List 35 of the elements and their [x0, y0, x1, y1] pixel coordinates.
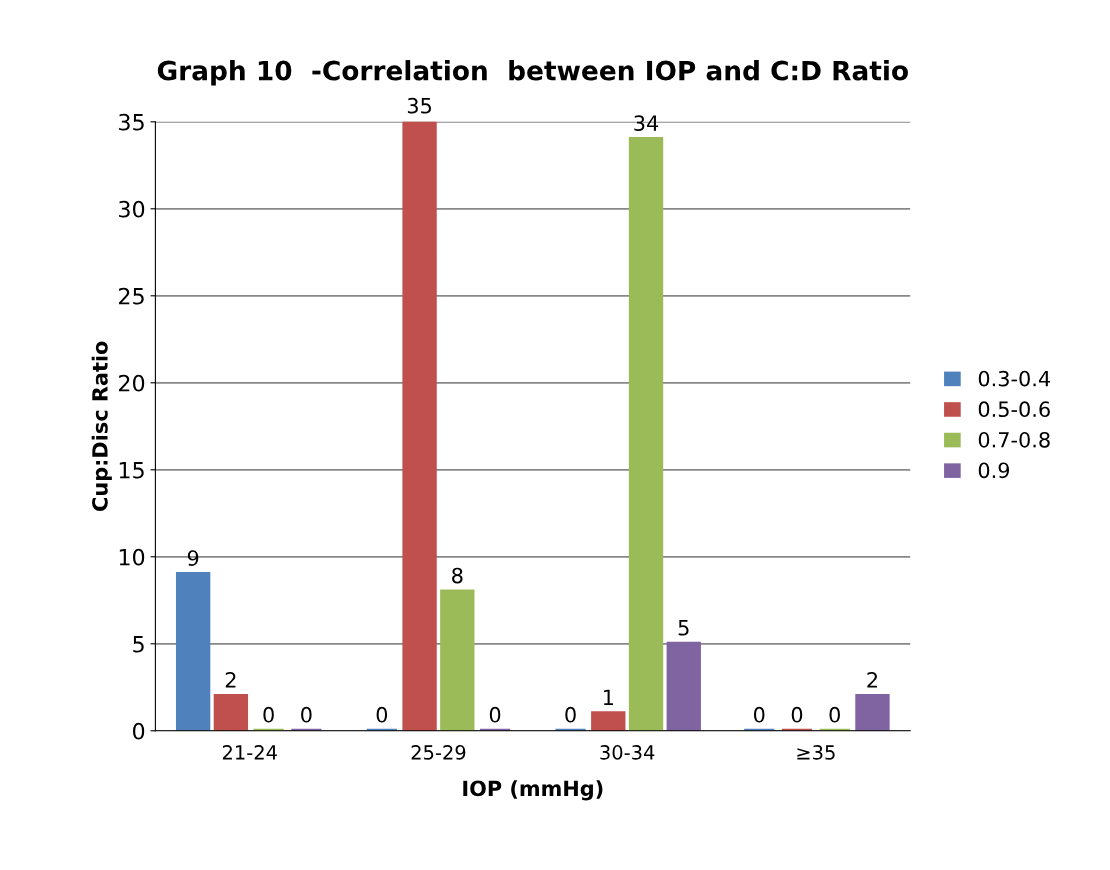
- data-label: 0: [791, 706, 803, 723]
- data-label: 34: [634, 115, 659, 131]
- data-label: 35: [407, 97, 432, 114]
- y-tick-label: 0: [133, 722, 145, 740]
- y-tick-label: 25: [119, 287, 144, 305]
- x-tick-label: 21-24: [222, 745, 277, 760]
- data-label: 0: [829, 706, 840, 723]
- data-label: 0: [301, 706, 312, 723]
- y-tick-label: 30: [119, 200, 145, 218]
- data-label: 9: [187, 550, 199, 566]
- x-tick-label: 30-34: [600, 745, 655, 760]
- y-tick-label: 20: [119, 374, 145, 392]
- data-label: 0: [489, 706, 501, 723]
- data-label: 0: [376, 706, 388, 723]
- x-tick-label: ≥35: [797, 745, 835, 760]
- y-tick-label: 15: [119, 462, 144, 479]
- data-label: 0: [753, 706, 765, 723]
- data-label: 2: [867, 672, 877, 688]
- data-label: 5: [678, 620, 689, 636]
- data-label: 0: [263, 706, 274, 723]
- y-tick-label: 10: [119, 548, 145, 566]
- data-label: 0: [565, 706, 576, 723]
- x-tick-label: 25-29: [411, 745, 466, 760]
- legend-label: 0.3-0.4: [978, 370, 1050, 387]
- data-label: 8: [452, 567, 463, 584]
- legend-label: 0.9: [978, 462, 1010, 479]
- legend-label: 0.7-0.8: [978, 431, 1050, 448]
- data-label: 2: [225, 672, 236, 688]
- chart-title: Graph 10 -Correlation between IOP and C:D Ratio: [157, 60, 908, 86]
- y-axis-title: Cup:Disc Ratio: [91, 341, 112, 511]
- y-tick-label: 5: [133, 636, 144, 653]
- y-tick-label: 35: [119, 113, 144, 131]
- x-axis-title: IOP (mmHg): [463, 780, 603, 801]
- legend-label: 0.5-0.6: [978, 401, 1050, 418]
- data-label: 1: [603, 689, 613, 705]
